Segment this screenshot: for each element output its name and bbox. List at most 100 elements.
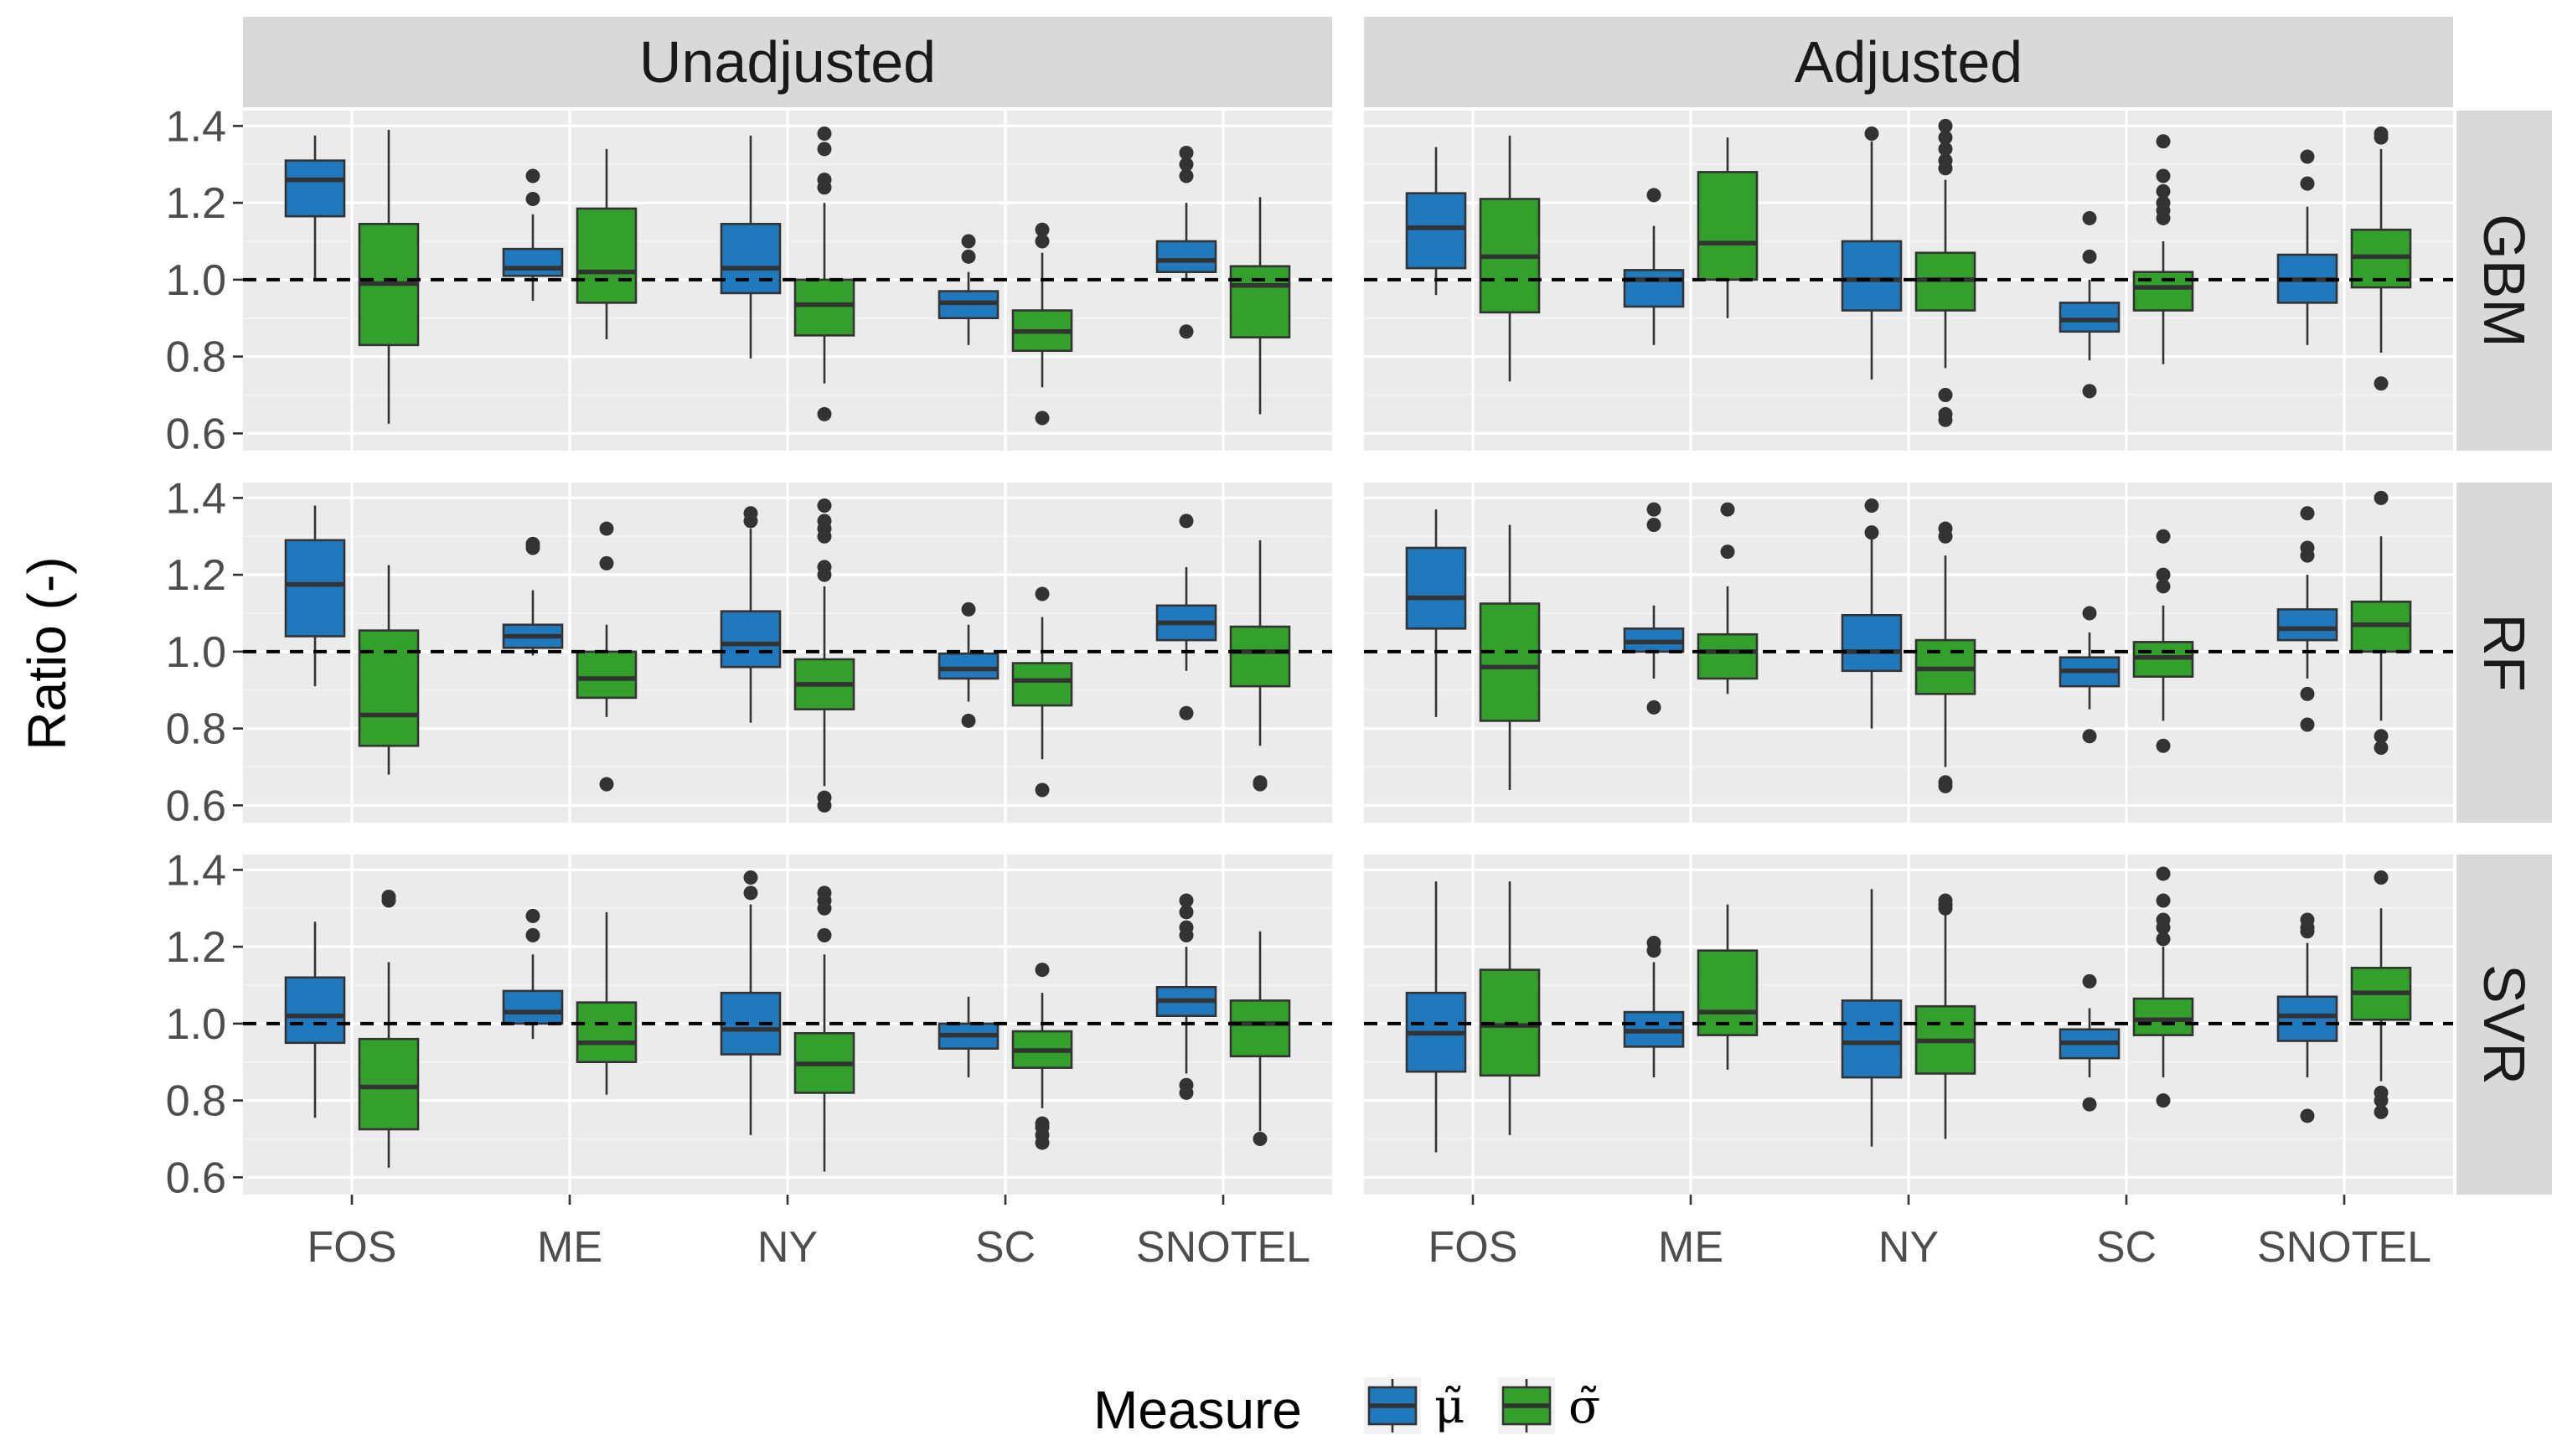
outlier-point (525, 927, 540, 942)
box-ny-series-1 (1914, 521, 1976, 793)
outlier-point (2156, 738, 2171, 753)
box-snotel-series-0 (1155, 514, 1217, 720)
box-body (1479, 602, 1541, 722)
outlier-point (1179, 514, 1194, 529)
box-snotel-series-1 (2350, 870, 2412, 1119)
outlier-point (1938, 130, 1953, 145)
box-ny-series-1 (793, 498, 855, 813)
y-tick-label: 1.4 (166, 846, 226, 895)
box-ny-series-0 (720, 135, 782, 359)
box-body (2132, 271, 2194, 312)
y-tick-label: 1.2 (166, 551, 226, 600)
box-fos-series-1 (1479, 135, 1541, 382)
outlier-point (2374, 870, 2389, 885)
box-body (576, 1001, 638, 1064)
box-ny-series-1 (1914, 893, 1976, 1139)
outlier-point (743, 506, 758, 521)
box-body (1697, 632, 1759, 680)
box-me-series-1 (1697, 137, 1759, 318)
outlier-point (1938, 521, 1953, 536)
outlier-point (2156, 183, 2171, 199)
strip-rf: RF (2456, 483, 2552, 823)
outlier-point (1720, 502, 1735, 517)
box-fos-series-0 (284, 505, 346, 687)
box-body (2276, 608, 2338, 642)
outlier-point (2156, 134, 2171, 149)
outlier-point (2374, 376, 2389, 391)
outlier-point (2156, 1093, 2171, 1108)
outlier-point (2156, 168, 2171, 183)
box-body (2276, 995, 2338, 1042)
outlier-point (2082, 606, 2097, 621)
x-tick-label: NY (1878, 1223, 1939, 1272)
outlier-point (961, 713, 976, 728)
boxes-gbm-unadjusted (284, 126, 1291, 426)
outlier-point (1179, 705, 1194, 720)
outlier-point (1035, 963, 1050, 978)
boxes-svr-unadjusted (284, 870, 1291, 1172)
strip-background (1364, 17, 2453, 107)
outlier-point (599, 555, 614, 571)
box-body (358, 1037, 420, 1131)
outlier-point (817, 885, 832, 901)
outlier-point (2300, 506, 2315, 521)
axes-layer: 0.6 0.8 1.0 1.2 1.4 0.6 0.8 1.0 1.2 1.4 0.6 0.8 1.0 1… (166, 102, 2431, 1272)
outlier-point (599, 777, 614, 792)
x-tick-label: FOS (1428, 1223, 1518, 1272)
box-ny-series-1 (793, 885, 855, 1172)
box-body (358, 629, 420, 747)
strip-label-row: SVR (2472, 964, 2537, 1085)
box-fos-series-0 (1405, 509, 1467, 717)
box-snotel-series-1 (2350, 490, 2412, 756)
box-body (1841, 613, 1903, 673)
outlier-point (2300, 1108, 2315, 1123)
y-tick-label: 0.6 (166, 782, 226, 830)
box-snotel-series-1 (2350, 126, 2412, 391)
outlier-point (961, 249, 976, 264)
outlier-point (817, 790, 832, 805)
outlier-point (817, 498, 832, 514)
box-body (576, 207, 638, 304)
outlier-point (525, 908, 540, 923)
box-sc-series-1 (1011, 963, 1073, 1150)
y-tick-label: 1.0 (166, 628, 226, 677)
outlier-point (1646, 502, 1661, 517)
y-tick-label: 1.0 (166, 256, 226, 305)
x-tick-label: FOS (307, 1223, 397, 1272)
box-sc-series-0 (2059, 210, 2121, 399)
box-body (1229, 265, 1291, 338)
box-sc-series-0 (938, 602, 1000, 728)
box-sc-series-1 (2132, 529, 2194, 753)
y-tick-label: 1.4 (166, 474, 226, 523)
outlier-point (1938, 406, 1953, 421)
outlier-point (2300, 176, 2315, 191)
strip-label-column: Unadjusted (639, 29, 936, 95)
legend-label: σ̃ (1568, 1380, 1600, 1434)
outlier-point (2082, 1097, 2097, 1112)
box-me-series-1 (576, 521, 638, 792)
x-tick-label: ME (537, 1223, 602, 1272)
outlier-point (525, 536, 540, 551)
y-tick-label: 1.4 (166, 102, 226, 151)
outlier-point (525, 168, 540, 183)
outlier-point (2082, 384, 2097, 399)
outlier-point (2156, 932, 2171, 947)
y-tick-label: 0.6 (166, 1154, 226, 1202)
box-body (793, 278, 855, 337)
box-sc-series-1 (1011, 586, 1073, 798)
box-body (1697, 949, 1759, 1036)
outlier-point (2374, 1104, 2389, 1119)
strip-background (2456, 483, 2552, 823)
x-tick-label: ME (1658, 1223, 1723, 1272)
box-body (1011, 662, 1073, 707)
outlier-point (599, 521, 614, 536)
box-fos-series-1 (358, 129, 420, 424)
x-tick-label: SNOTEL (1136, 1223, 1310, 1272)
strip-label-column: Adjusted (1795, 29, 2022, 95)
box-me-series-1 (1697, 904, 1759, 1070)
outlier-point (2374, 741, 2389, 756)
outlier-point (1035, 1116, 1050, 1131)
outlier-point (1035, 222, 1050, 237)
box-ny-series-1 (1914, 118, 1976, 427)
